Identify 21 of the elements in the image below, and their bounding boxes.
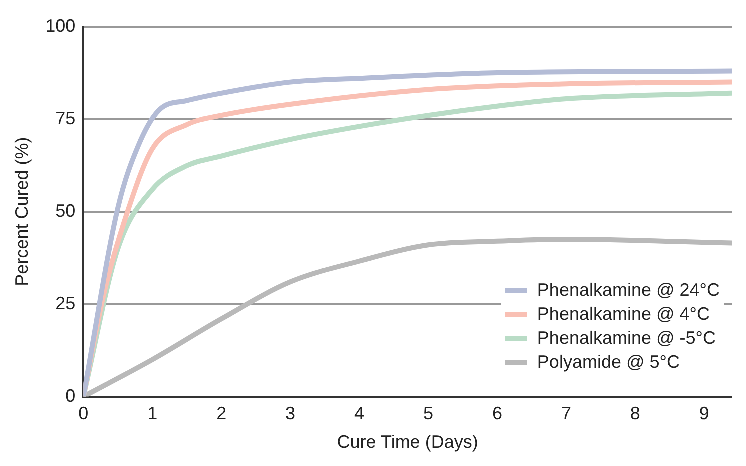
x-tick-label: 3 [286, 404, 296, 424]
x-tick-label: 0 [78, 404, 89, 424]
y-tick-label: 75 [56, 108, 76, 128]
x-tick-label: 8 [630, 404, 640, 424]
x-axis-title: Cure Time (Days) [337, 432, 478, 452]
legend-label: Polyamide @ 5°C [537, 351, 680, 374]
y-tick-label: 100 [46, 16, 76, 36]
x-tick-label: 1 [148, 404, 158, 424]
legend-label: Phenalkamine @ -5°C [537, 327, 716, 350]
x-tick-label: 7 [561, 404, 572, 424]
x-tick-label: 6 [492, 404, 502, 424]
y-tick-label: 50 [56, 200, 76, 221]
x-tick-label: 2 [216, 404, 227, 424]
x-tick-label: 4 [354, 404, 365, 424]
legend-label: Phenalkamine @ 4°C [537, 303, 710, 326]
y-tick-label: 25 [56, 293, 76, 314]
x-tick-label: 5 [424, 404, 434, 424]
legend-label: Phenalkamine @ 24°C [537, 279, 720, 302]
y-axis-title: Percent Cured (%) [12, 137, 32, 286]
y-tick-label: 0 [66, 386, 76, 406]
x-tick-label: 9 [699, 404, 710, 424]
